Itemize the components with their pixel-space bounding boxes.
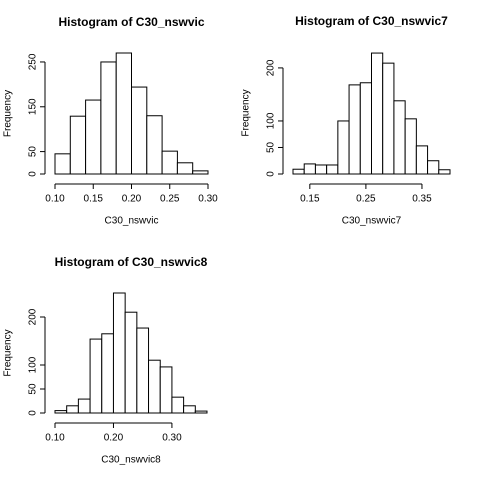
y-tick-label: 0 xyxy=(28,410,39,416)
chart-title: Histogram of C30_nswvic8 xyxy=(55,255,208,269)
bar xyxy=(100,61,117,175)
chart-title: Histogram of C30_nswvic xyxy=(58,15,204,29)
bar xyxy=(359,82,372,175)
bar xyxy=(159,366,173,414)
y-tick-label: 50 xyxy=(28,146,39,158)
bar xyxy=(337,120,350,175)
bar xyxy=(303,163,316,175)
x-tick-label: 0.25 xyxy=(356,194,376,205)
bar xyxy=(124,311,138,414)
y-tick-label: 50 xyxy=(266,141,277,153)
bar xyxy=(194,410,208,414)
bar xyxy=(146,115,163,175)
bar xyxy=(89,338,103,414)
y-tick-label: 100 xyxy=(266,112,277,129)
x-tick-label: 0.30 xyxy=(198,194,218,205)
y-tick-label: 150 xyxy=(28,98,39,115)
chart-title: Histogram of C30_nswvic7 xyxy=(295,14,448,28)
y-tick-label: 50 xyxy=(28,383,39,395)
x-tick-label: 0.20 xyxy=(122,194,142,205)
x-tick-label: 0.35 xyxy=(412,194,432,205)
bar xyxy=(171,396,185,414)
y-axis-label: Frequency xyxy=(3,329,14,376)
x-tick-label: 0.10 xyxy=(45,433,65,444)
bar xyxy=(438,169,451,175)
y-tick-label: 0 xyxy=(28,171,39,177)
x-axis-label: C30_nswvic xyxy=(105,216,159,227)
bar xyxy=(404,118,417,175)
y-tick-label: 200 xyxy=(266,59,277,76)
x-axis-label: C30_nswvic7 xyxy=(342,216,402,227)
y-tick-label: 100 xyxy=(28,356,39,373)
x-tick-label: 0.20 xyxy=(104,433,124,444)
y-axis-label: Frequency xyxy=(241,89,252,136)
bar xyxy=(326,164,339,175)
bar xyxy=(85,99,102,175)
x-tick-label: 0.15 xyxy=(300,194,320,205)
y-tick-label: 0 xyxy=(266,171,277,177)
y-tick-label: 200 xyxy=(28,308,39,325)
bar xyxy=(183,405,196,414)
x-tick-label: 0.25 xyxy=(160,194,180,205)
bar xyxy=(77,398,91,414)
y-tick-label: 250 xyxy=(28,53,39,70)
x-tick-label: 0.10 xyxy=(45,194,65,205)
bar xyxy=(131,86,148,175)
bar xyxy=(54,153,71,175)
bar xyxy=(415,145,429,175)
bar xyxy=(54,410,68,414)
bar xyxy=(136,327,150,414)
x-axis-label: C30_nswvic8 xyxy=(101,455,161,466)
x-tick-label: 0.15 xyxy=(84,194,104,205)
bar xyxy=(393,100,406,175)
bar xyxy=(314,164,328,175)
bar xyxy=(192,170,209,175)
bar xyxy=(371,52,384,175)
bar xyxy=(69,115,87,175)
bar xyxy=(427,160,440,175)
bar xyxy=(148,359,161,414)
bar xyxy=(161,150,178,175)
bar xyxy=(382,62,395,175)
x-tick-label: 0.30 xyxy=(162,433,182,444)
y-axis-label: Frequency xyxy=(3,90,14,137)
bar xyxy=(348,84,361,175)
bar xyxy=(115,52,132,175)
bar xyxy=(66,405,79,414)
bar xyxy=(176,162,194,175)
bar xyxy=(292,168,305,175)
bar xyxy=(112,292,126,414)
bar xyxy=(101,333,114,414)
